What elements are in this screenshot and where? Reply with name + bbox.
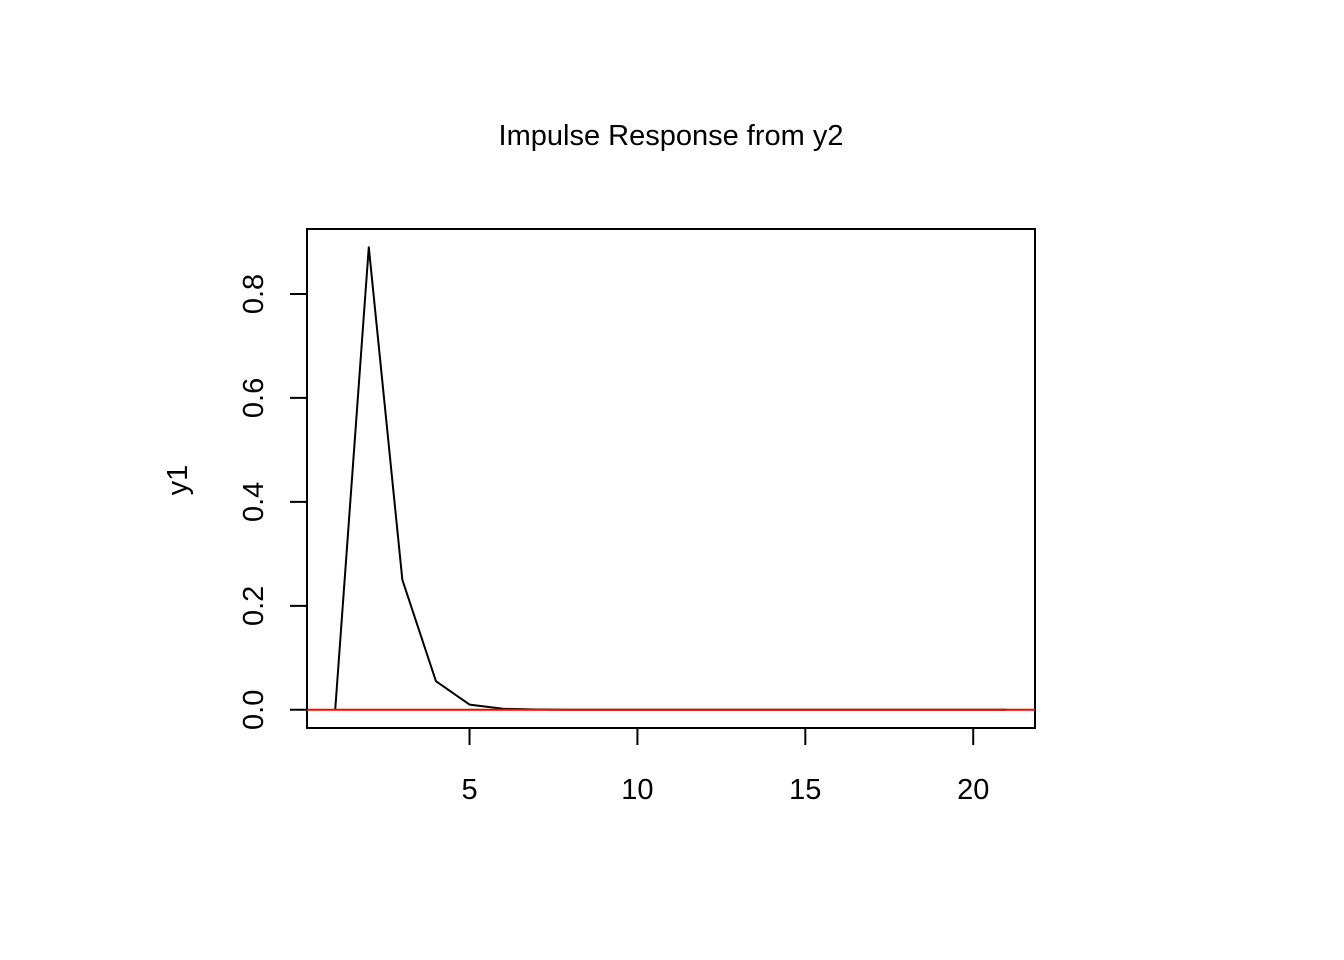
series-line: [334, 246, 1007, 711]
y-tick-label: 0.4: [238, 482, 270, 522]
y-tick-label: 0.8: [238, 274, 270, 314]
y-tick-label: 0.0: [238, 690, 270, 730]
x-tick-label: 20: [957, 774, 989, 806]
y-tick-label: 0.2: [238, 586, 270, 626]
plot-frame: [306, 228, 1036, 729]
chart-title: Impulse Response from y2: [499, 120, 844, 152]
y-tick-label: 0.6: [238, 378, 270, 418]
plot-area: [307, 246, 1035, 711]
x-tick-label: 15: [789, 774, 821, 806]
x-tick-label: 5: [461, 774, 477, 806]
x-tick-label: 10: [621, 774, 653, 806]
x-axis: 5 10 15 20: [461, 727, 989, 806]
y-axis: 0.0 0.2 0.4 0.6 0.8: [238, 274, 308, 730]
y-axis-label: y1: [162, 465, 194, 496]
